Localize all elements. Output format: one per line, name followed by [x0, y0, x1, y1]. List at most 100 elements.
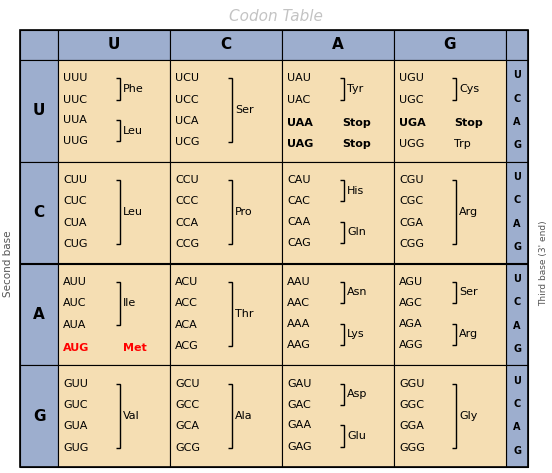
- Bar: [506, 30, 528, 60]
- Text: CAU: CAU: [287, 175, 310, 185]
- Bar: [170, 365, 282, 467]
- Text: Leu: Leu: [123, 126, 143, 136]
- Text: G: G: [513, 242, 521, 252]
- Text: CUU: CUU: [63, 175, 87, 185]
- Text: UUC: UUC: [63, 95, 87, 105]
- Text: CCC: CCC: [175, 196, 198, 206]
- Text: CCA: CCA: [175, 218, 198, 228]
- Text: AUC: AUC: [63, 298, 87, 308]
- Text: Leu: Leu: [123, 207, 143, 217]
- Bar: [20, 263, 58, 365]
- Text: Glu: Glu: [347, 431, 366, 441]
- Text: CGC: CGC: [399, 196, 423, 206]
- Text: GCG: GCG: [175, 443, 200, 453]
- Text: U: U: [513, 70, 521, 80]
- Text: Gln: Gln: [347, 228, 366, 237]
- Text: UGA: UGA: [399, 118, 426, 128]
- Text: CAC: CAC: [287, 196, 310, 206]
- Text: C: C: [513, 297, 521, 307]
- Text: UGG: UGG: [399, 140, 424, 149]
- Text: UCC: UCC: [175, 95, 199, 105]
- Text: A: A: [332, 37, 344, 53]
- Text: UAU: UAU: [287, 73, 311, 83]
- Text: Third base (3' end): Third base (3' end): [539, 221, 549, 307]
- Text: ACG: ACG: [175, 341, 199, 351]
- Text: GAA: GAA: [287, 420, 311, 430]
- Text: CUG: CUG: [63, 239, 88, 249]
- Text: Tyr: Tyr: [347, 84, 363, 94]
- Text: UAG: UAG: [287, 140, 314, 149]
- Text: Gly: Gly: [459, 411, 477, 420]
- Bar: [58, 365, 170, 467]
- Text: Stop: Stop: [454, 118, 483, 128]
- Bar: [170, 162, 282, 263]
- Text: AAC: AAC: [287, 298, 310, 308]
- Text: A: A: [513, 219, 521, 229]
- Text: UAC: UAC: [287, 95, 310, 105]
- Text: U: U: [108, 37, 120, 53]
- Text: GCU: GCU: [175, 378, 199, 388]
- Text: GGU: GGU: [399, 378, 424, 388]
- Text: Thr: Thr: [235, 309, 254, 319]
- Text: Met: Met: [123, 343, 147, 353]
- Text: Asn: Asn: [347, 288, 368, 298]
- Bar: [20, 30, 58, 60]
- Text: Pro: Pro: [235, 207, 253, 217]
- Text: Ala: Ala: [235, 411, 253, 420]
- Text: GCC: GCC: [175, 400, 199, 410]
- Text: U: U: [33, 104, 45, 118]
- Text: AAG: AAG: [287, 340, 311, 350]
- Text: UUG: UUG: [63, 136, 88, 147]
- Bar: [58, 30, 170, 60]
- Text: AAA: AAA: [287, 318, 310, 329]
- Text: G: G: [513, 140, 521, 150]
- Text: AGA: AGA: [399, 318, 423, 329]
- Text: GAU: GAU: [287, 378, 311, 388]
- Text: U: U: [513, 274, 521, 284]
- Bar: [394, 365, 506, 467]
- Text: CCG: CCG: [175, 239, 199, 249]
- Text: CGG: CGG: [399, 239, 424, 249]
- Text: Ile: Ile: [123, 298, 136, 308]
- Text: C: C: [34, 205, 45, 220]
- Bar: [170, 263, 282, 365]
- Bar: [170, 60, 282, 162]
- Text: Stop: Stop: [342, 118, 371, 128]
- Text: AGG: AGG: [399, 340, 423, 350]
- Bar: [282, 30, 394, 60]
- Text: Codon Table: Codon Table: [229, 9, 323, 25]
- Bar: [394, 263, 506, 365]
- Text: GAG: GAG: [287, 442, 312, 452]
- Text: Cys: Cys: [459, 84, 479, 94]
- Text: GCA: GCA: [175, 421, 199, 431]
- Text: His: His: [347, 186, 364, 196]
- Bar: [394, 162, 506, 263]
- Text: C: C: [513, 195, 521, 205]
- Text: Phe: Phe: [123, 84, 144, 94]
- Text: ACU: ACU: [175, 277, 198, 287]
- Text: ACC: ACC: [175, 298, 198, 308]
- Bar: [58, 263, 170, 365]
- Bar: [506, 60, 528, 162]
- Text: UCU: UCU: [175, 73, 199, 83]
- Text: G: G: [513, 446, 521, 455]
- Bar: [20, 365, 58, 467]
- Text: C: C: [513, 94, 521, 104]
- Text: GGA: GGA: [399, 421, 424, 431]
- Text: Ser: Ser: [459, 288, 478, 298]
- Text: GUU: GUU: [63, 378, 88, 388]
- Text: A: A: [513, 117, 521, 127]
- Bar: [394, 30, 506, 60]
- Text: Asp: Asp: [347, 389, 368, 399]
- Text: GUA: GUA: [63, 421, 87, 431]
- Bar: [282, 365, 394, 467]
- Bar: [394, 60, 506, 162]
- Text: GUC: GUC: [63, 400, 88, 410]
- Text: CAA: CAA: [287, 217, 310, 227]
- Text: Lys: Lys: [347, 329, 365, 339]
- Text: UUA: UUA: [63, 115, 87, 125]
- Text: UUU: UUU: [63, 73, 87, 83]
- Bar: [282, 263, 394, 365]
- Text: A: A: [513, 321, 521, 331]
- Text: AAU: AAU: [287, 277, 311, 287]
